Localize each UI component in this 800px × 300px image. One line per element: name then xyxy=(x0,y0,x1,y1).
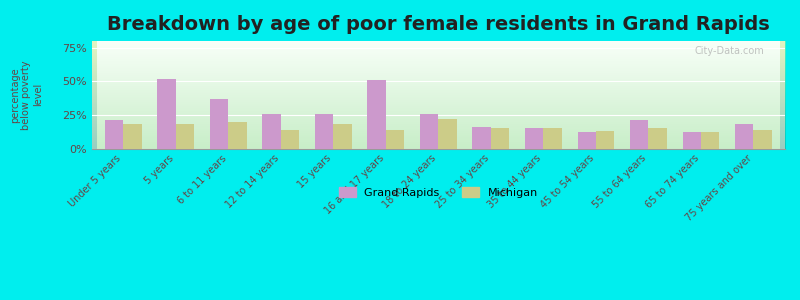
Title: Breakdown by age of poor female residents in Grand Rapids: Breakdown by age of poor female resident… xyxy=(107,15,770,34)
Bar xyxy=(334,124,352,148)
Y-axis label: percentage
below poverty
level: percentage below poverty level xyxy=(10,60,43,130)
Bar xyxy=(228,122,246,148)
Bar xyxy=(596,131,614,148)
Bar xyxy=(420,114,438,148)
Bar xyxy=(543,128,562,148)
Bar xyxy=(210,99,228,148)
Bar xyxy=(438,119,457,148)
Bar xyxy=(367,80,386,148)
Bar xyxy=(105,120,123,148)
Bar xyxy=(491,128,510,148)
Bar xyxy=(281,130,299,148)
Bar xyxy=(123,124,142,148)
Bar xyxy=(630,120,649,148)
Bar xyxy=(176,124,194,148)
Bar xyxy=(682,132,701,148)
Bar xyxy=(525,128,543,148)
Bar xyxy=(473,127,491,148)
Bar xyxy=(158,79,176,148)
Bar xyxy=(315,114,334,148)
Bar xyxy=(386,130,404,148)
Bar xyxy=(754,130,772,148)
Bar xyxy=(735,124,754,148)
Bar xyxy=(262,114,281,148)
Text: City-Data.com: City-Data.com xyxy=(694,46,764,56)
Bar xyxy=(649,128,667,148)
Bar xyxy=(701,132,719,148)
Legend: Grand Rapids, Michigan: Grand Rapids, Michigan xyxy=(334,182,542,202)
Bar xyxy=(578,132,596,148)
